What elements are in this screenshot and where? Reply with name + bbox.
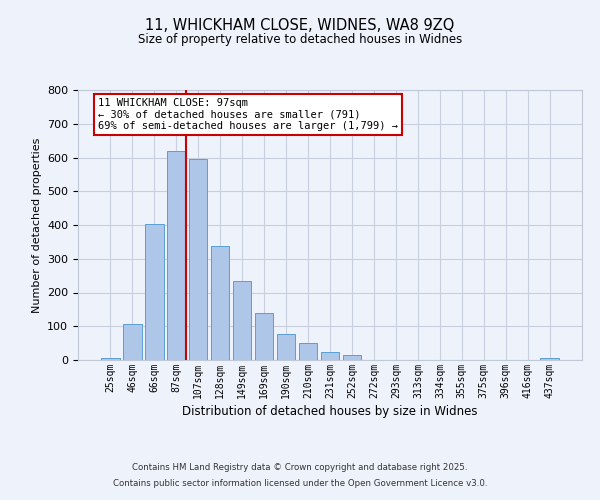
Bar — [189, 159, 208, 360]
Bar — [343, 356, 361, 360]
Bar — [255, 314, 274, 360]
X-axis label: Distribution of detached houses by size in Widnes: Distribution of detached houses by size … — [182, 405, 478, 418]
Bar — [277, 334, 295, 360]
Bar — [320, 352, 340, 360]
Bar — [233, 280, 251, 360]
Bar — [123, 324, 142, 360]
Text: Contains public sector information licensed under the Open Government Licence v3: Contains public sector information licen… — [113, 478, 487, 488]
Text: 11, WHICKHAM CLOSE, WIDNES, WA8 9ZQ: 11, WHICKHAM CLOSE, WIDNES, WA8 9ZQ — [145, 18, 455, 32]
Bar — [541, 358, 559, 360]
Bar — [167, 151, 185, 360]
Text: Contains HM Land Registry data © Crown copyright and database right 2025.: Contains HM Land Registry data © Crown c… — [132, 464, 468, 472]
Bar — [211, 246, 229, 360]
Text: Size of property relative to detached houses in Widnes: Size of property relative to detached ho… — [138, 32, 462, 46]
Bar — [101, 358, 119, 360]
Text: 11 WHICKHAM CLOSE: 97sqm
← 30% of detached houses are smaller (791)
69% of semi-: 11 WHICKHAM CLOSE: 97sqm ← 30% of detach… — [98, 98, 398, 132]
Bar — [299, 344, 317, 360]
Y-axis label: Number of detached properties: Number of detached properties — [32, 138, 41, 312]
Bar — [145, 224, 164, 360]
